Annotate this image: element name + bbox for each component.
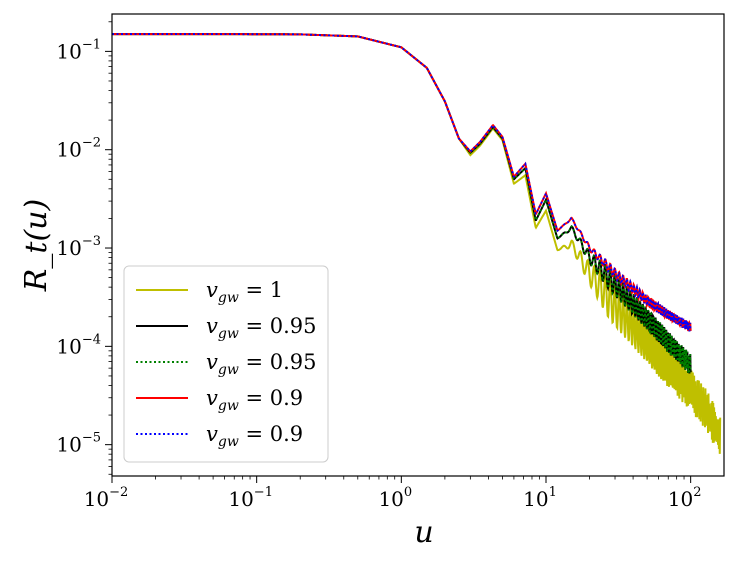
- legend-label: vgw = 0.9: [206, 422, 303, 450]
- y-tick-label: 10−4: [56, 332, 101, 358]
- legend-symbol: v: [206, 422, 218, 446]
- legend-symbol: v: [206, 278, 218, 302]
- legend-subscript: gw: [218, 326, 239, 342]
- legend-symbol: v: [206, 386, 218, 410]
- x-tick-exponent: −2: [109, 485, 128, 500]
- y-tick-exponent: −1: [82, 37, 101, 52]
- x-tick-exponent: 0: [404, 485, 412, 500]
- legend-subscript: gw: [218, 362, 239, 378]
- x-tick-exponent: −1: [254, 485, 273, 500]
- y-tick-base: 10: [56, 334, 81, 358]
- x-tick-label: 100: [378, 485, 412, 511]
- legend-label: vgw = 0.95: [206, 314, 317, 342]
- legend-value: = 0.95: [239, 314, 317, 338]
- y-tick-exponent: −4: [82, 332, 101, 347]
- x-tick-base: 10: [668, 487, 693, 511]
- y-tick-label: 10−5: [56, 431, 101, 457]
- x-tick-label: 101: [523, 485, 557, 511]
- x-tick-base: 10: [523, 487, 548, 511]
- legend-subscript: gw: [218, 434, 239, 450]
- y-tick-exponent: −3: [82, 234, 101, 249]
- x-tick-base: 10: [84, 487, 109, 511]
- x-axis-label: u: [414, 515, 433, 550]
- x-tick-base: 10: [228, 487, 253, 511]
- y-tick-base: 10: [56, 236, 81, 260]
- y-tick-exponent: −2: [82, 136, 101, 151]
- y-tick-label: 10−1: [56, 37, 101, 63]
- legend-value: = 0.95: [239, 350, 317, 374]
- x-tick-exponent: 1: [549, 485, 557, 500]
- legend-symbol: v: [206, 314, 218, 338]
- series-layer: [112, 33, 722, 454]
- legend-value: = 0.9: [239, 386, 303, 410]
- x-tick-base: 10: [378, 487, 403, 511]
- legend-subscript: gw: [218, 290, 239, 306]
- x-tick-label: 10−2: [84, 485, 129, 511]
- legend-value: = 1: [239, 278, 283, 302]
- series-line-5: [112, 33, 692, 332]
- y-tick-label: 10−2: [56, 136, 101, 162]
- y-tick-label: 10−3: [56, 234, 101, 260]
- y-tick-base: 10: [56, 138, 81, 162]
- x-tick-label: 102: [668, 485, 702, 511]
- legend-box: [123, 265, 329, 463]
- legend-label: vgw = 0.9: [206, 386, 303, 414]
- y-tick-base: 10: [56, 433, 81, 457]
- legend-subscript: gw: [218, 398, 239, 414]
- y-tick-base: 10: [56, 39, 81, 63]
- x-tick-label: 10−1: [228, 485, 273, 511]
- y-axis-label: R_t(u): [19, 199, 54, 292]
- y-tick-exponent: −5: [82, 431, 101, 446]
- legend-label: vgw = 0.95: [206, 350, 317, 378]
- legend-symbol: v: [206, 350, 218, 374]
- legend-label: vgw = 1: [206, 278, 283, 306]
- legend-value: = 0.9: [239, 422, 303, 446]
- plot-frame: [111, 13, 725, 477]
- x-tick-exponent: 2: [693, 485, 701, 500]
